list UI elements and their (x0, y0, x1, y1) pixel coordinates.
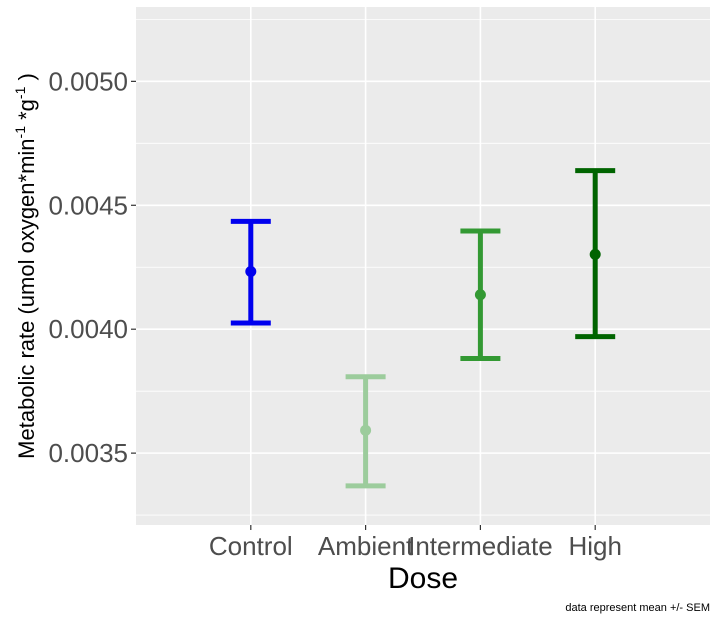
y-axis-label-end: ) (14, 73, 39, 86)
y-tick-label: 0.0035 (48, 438, 128, 468)
plot-panel (136, 7, 710, 525)
points (245, 248, 601, 436)
x-tick-label: Control (209, 531, 293, 561)
y-tick-label: 0.0050 (48, 66, 128, 96)
y-tick-label: 0.0040 (48, 314, 128, 344)
y-axis-label-sup1: -1 (12, 126, 28, 139)
y-axis-label: Metabolic rate (umol oxygen*min-1 *g-1 ) (12, 73, 39, 459)
y-axis: 0.0035 0.0040 0.0045 0.0050 (48, 66, 136, 468)
x-tick-label: Intermediate (408, 531, 553, 561)
y-axis-label-mid: *g (14, 99, 39, 126)
y-axis-label-main: Metabolic rate (umol oxygen*min (14, 138, 39, 458)
x-tick-label: Ambient (318, 531, 414, 561)
y-tick-label: 0.0045 (48, 190, 128, 220)
mean-point (589, 248, 601, 260)
grid-minor (136, 18, 710, 516)
mean-point (360, 424, 372, 436)
mean-point (245, 265, 257, 277)
y-axis-label-sup2: -1 (12, 86, 28, 99)
x-axis-label: Dose (388, 562, 458, 595)
x-tick-label: High (568, 531, 621, 561)
caption: data represent mean +/- SEM (565, 602, 710, 614)
mean-point (474, 289, 486, 301)
